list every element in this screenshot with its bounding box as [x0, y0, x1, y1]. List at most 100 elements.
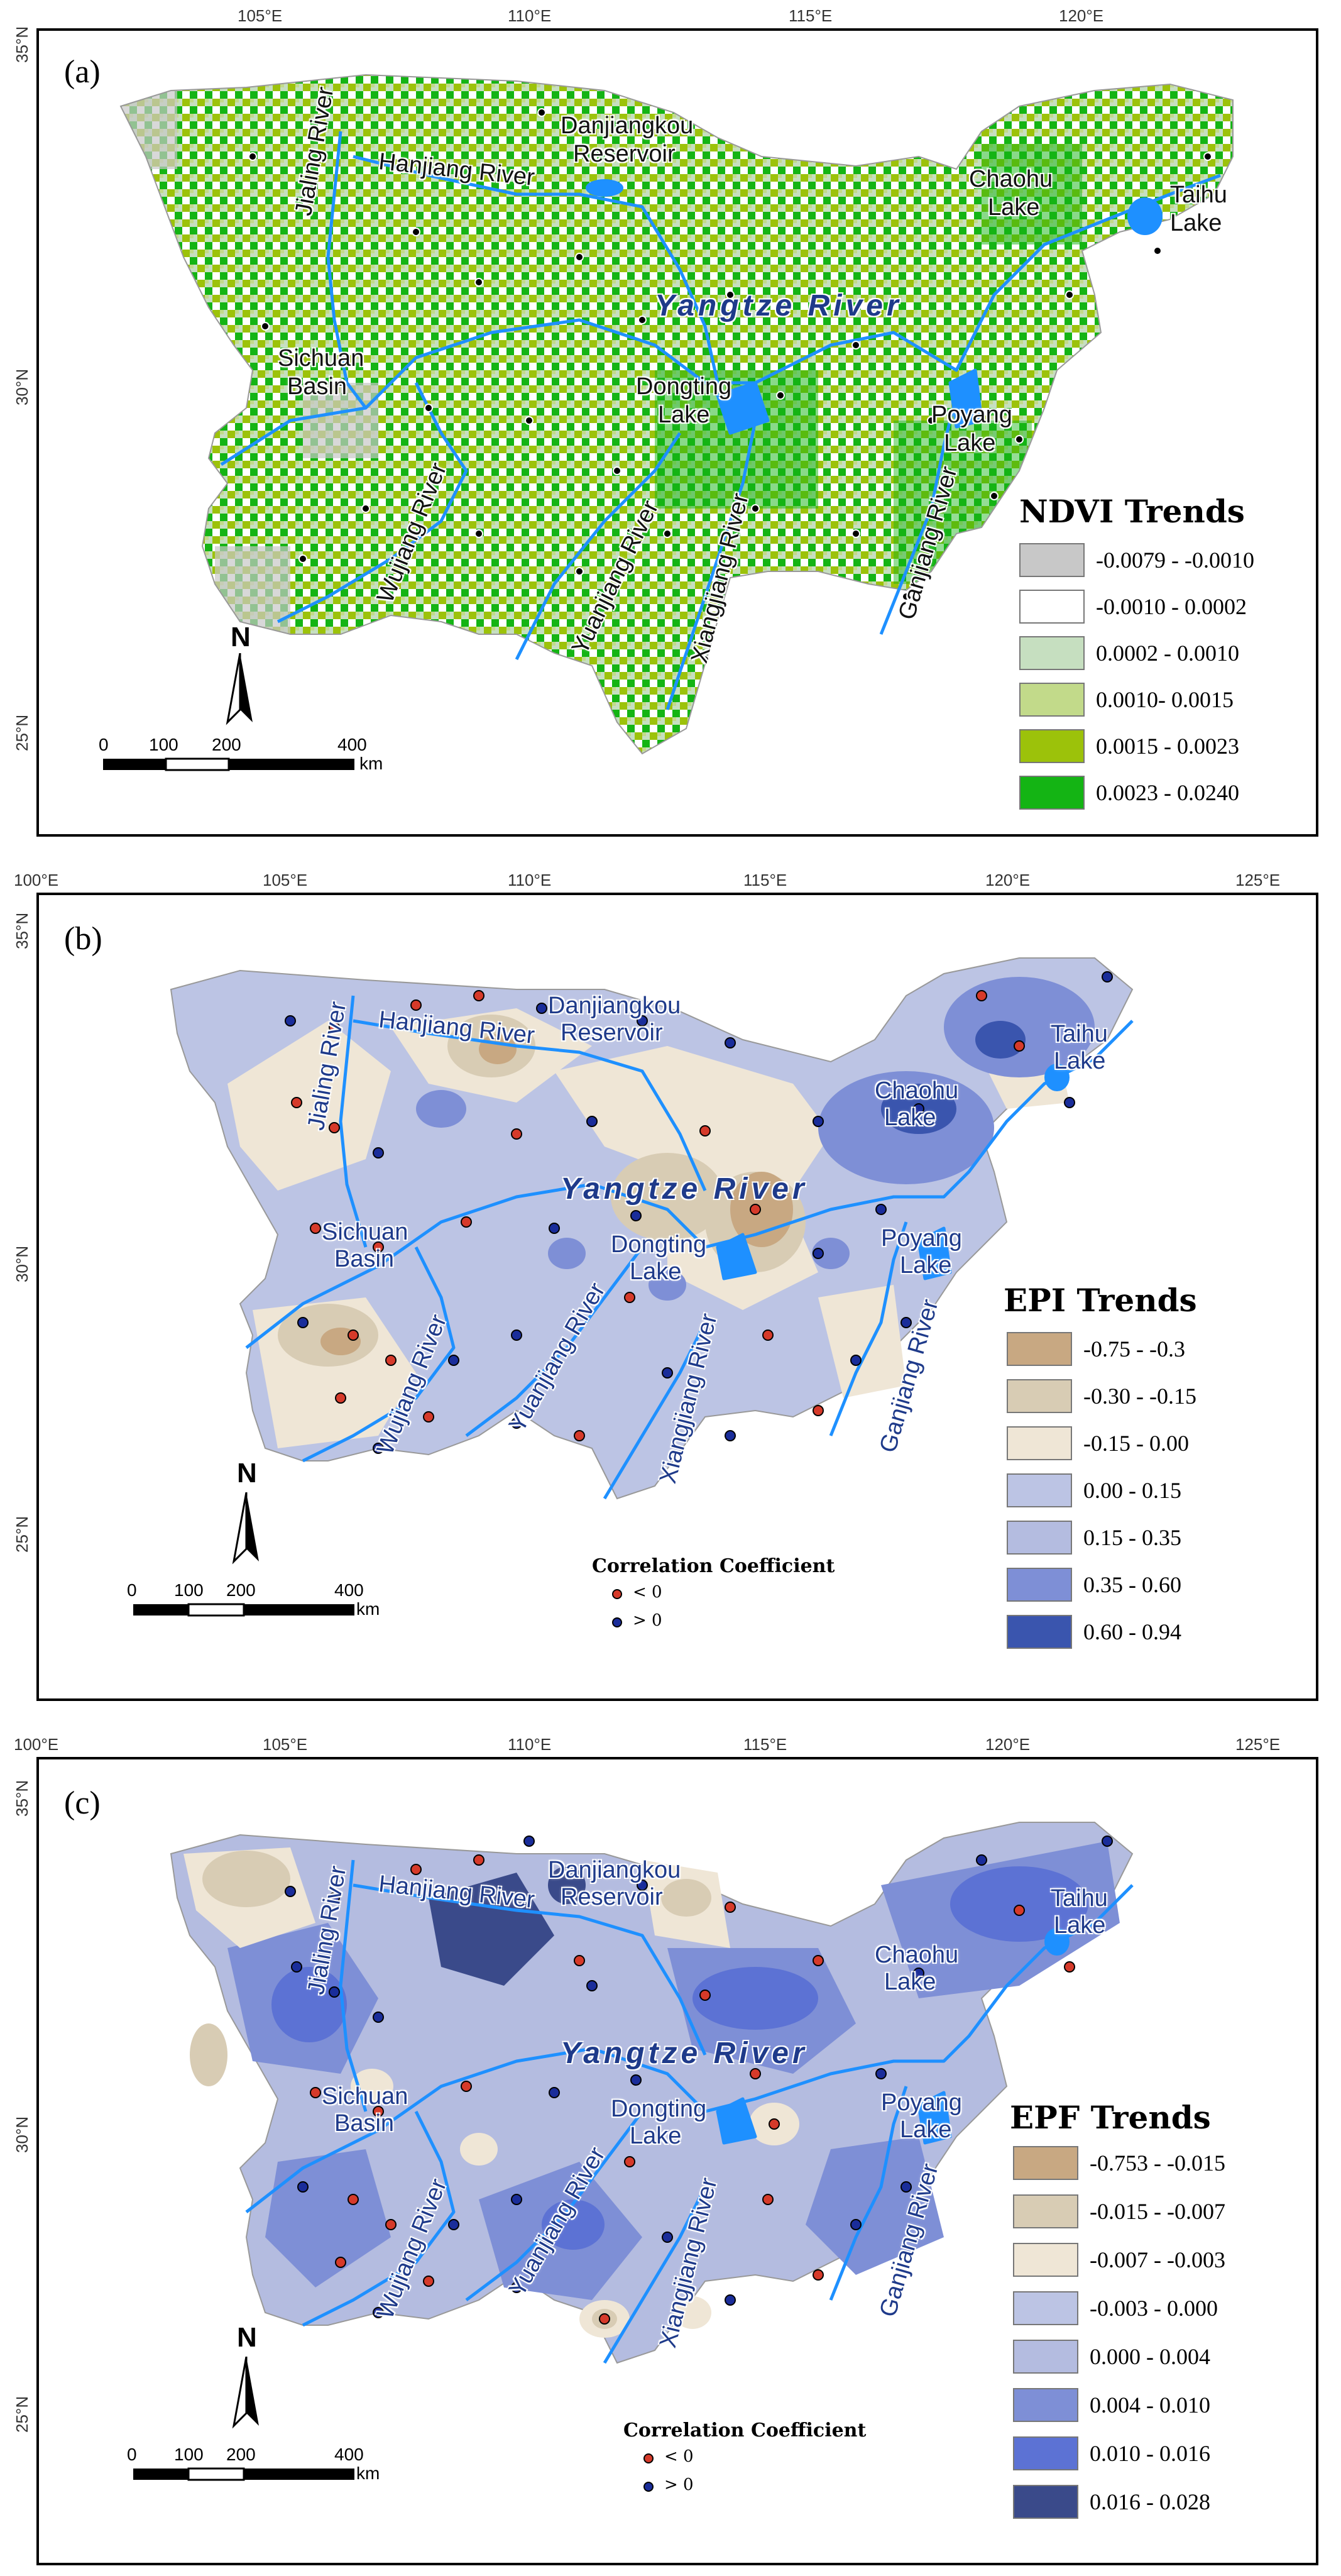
label-danjiangkou-2-c: Reservoir: [561, 1884, 663, 1910]
legend-swatch: [1007, 1521, 1072, 1555]
legend-swatch: [1007, 1568, 1072, 1602]
poyang-lake-shape: [948, 368, 983, 429]
lon-tick-b-2: 110°E: [508, 871, 552, 889]
label-chaohu-2: Lake: [988, 194, 1040, 221]
panel-a: (a): [36, 28, 1318, 837]
rivers-b: [245, 995, 1134, 1500]
legend-swatch: [1013, 2194, 1078, 2228]
north-arrow-b: [232, 1492, 259, 1565]
legend-swatch: [1019, 729, 1085, 763]
label-poyang-2-b: Lake: [900, 1252, 952, 1279]
lon-tick-b-5: 125°E: [1235, 871, 1281, 889]
label-sichuan-2-b: Basin: [334, 1246, 395, 1272]
epf-tan-zones: [190, 1851, 711, 2329]
legend-title-a: NDVI Trends: [1019, 493, 1245, 530]
correlation-title-c: Correlation Coefficient: [623, 2419, 867, 2441]
legend-label: -0.0010 - 0.0002: [1096, 594, 1247, 619]
lon-tick-b-1: 105°E: [263, 871, 308, 889]
legend-label: -0.003 - 0.000: [1090, 2296, 1218, 2321]
scale-label-200-b: 200: [226, 1580, 256, 1600]
label-poyang-2-c: Lake: [900, 2116, 952, 2143]
epf-region: [170, 1822, 1134, 2364]
wujiang-river-line: [276, 382, 468, 624]
lon-tick-c-2: 110°E: [508, 1735, 552, 1754]
legend-label: 0.016 - 0.028: [1090, 2489, 1210, 2514]
legend-label: -0.75 - -0.3: [1083, 1336, 1185, 1362]
lon-tick-c-0: 100°E: [14, 1735, 59, 1754]
scale-label-100-a: 100: [149, 735, 178, 754]
lat-tick-b-2: 25°N: [13, 1516, 31, 1553]
label-taihu-1-c: Taihu: [1051, 1885, 1108, 1912]
lon-tick-a-1: 110°E: [508, 6, 552, 25]
legend-label: 0.000 - 0.004: [1090, 2344, 1210, 2369]
legend-swatch: [1007, 1332, 1072, 1366]
legend-swatch: [1019, 776, 1085, 810]
label-danjiangkou-1: Danjiangkou: [561, 113, 694, 139]
legend-label: -0.007 - -0.003: [1090, 2247, 1225, 2272]
danjiangkou-reservoir-shape: [586, 179, 623, 197]
legend-label: -0.15 - 0.00: [1083, 1431, 1189, 1456]
legend-label: 0.0002 - 0.0010: [1096, 641, 1239, 666]
lat-tick-a-1: 30°N: [13, 368, 31, 405]
scale-unit-b: km: [356, 1599, 380, 1619]
scale-bar-c: [133, 2467, 354, 2481]
label-danjiangkou-1-c: Danjiangkou: [548, 1857, 681, 1883]
label-poyang-1: Poyang: [931, 402, 1012, 428]
ganjiang-river-line: [879, 395, 958, 635]
legend-swatch: [1013, 2436, 1078, 2470]
panel-label-a: (a): [64, 54, 101, 90]
map-epi: [170, 957, 1134, 1500]
label-sichuan-2: Basin: [287, 373, 348, 400]
legend-label: 0.0010- 0.0015: [1096, 687, 1234, 712]
legend-swatch: [1013, 2243, 1078, 2277]
correlation-neg-c: < 0: [664, 2447, 694, 2466]
label-poyang-1-b: Poyang: [881, 1225, 962, 1252]
legend-label: 0.15 - 0.35: [1083, 1525, 1181, 1550]
legend-label: 0.00 - 0.15: [1083, 1478, 1181, 1503]
lon-tick-b-3: 115°E: [743, 871, 787, 889]
legend-swatch: [1019, 590, 1085, 624]
legend-label: 0.004 - 0.010: [1090, 2392, 1210, 2418]
hanjiang-river-line: [353, 155, 720, 383]
label-dongting-1-c: Dongting: [611, 2096, 707, 2122]
label-dongting-1: Dongting: [636, 373, 732, 400]
label-chaohu-1: Chaohu: [969, 166, 1053, 192]
panel-label-c: (c): [64, 1785, 101, 1821]
lat-tick-c-0: 35°N: [13, 1780, 31, 1817]
legend-title-c: EPF Trends: [1010, 2099, 1211, 2136]
label-taihu-2-c: Lake: [1054, 1912, 1106, 1939]
scale-label-400-b: 400: [334, 1580, 364, 1600]
legend-swatch: [1007, 1615, 1072, 1649]
stations-c: [285, 1836, 1113, 2325]
label-sichuan-1-c: Sichuan: [322, 2083, 408, 2110]
legend-label: 0.0023 - 0.0240: [1096, 780, 1239, 805]
scale-label-100-b: 100: [174, 1580, 204, 1600]
lon-tick-c-5: 125°E: [1235, 1735, 1281, 1754]
label-chaohu-2-c: Lake: [884, 1969, 936, 1995]
lat-tick-c-1: 30°N: [13, 2116, 31, 2153]
label-danjiangkou-2-b: Reservoir: [561, 1020, 663, 1046]
lat-tick-b-1: 30°N: [13, 1245, 31, 1282]
lat-tick-c-2: 25°N: [13, 2396, 31, 2433]
scale-unit-a: km: [359, 754, 383, 773]
lon-tick-a-3: 120°E: [1059, 6, 1104, 25]
north-label-b: N: [237, 1458, 257, 1489]
lon-tick-a-0: 105°E: [238, 6, 283, 25]
label-sichuan-2-c: Basin: [334, 2110, 395, 2137]
legend-title-b: EPI Trends: [1004, 1282, 1197, 1319]
label-dongting-1-b: Dongting: [611, 1231, 707, 1258]
legend-swatch: [1013, 2291, 1078, 2325]
xiangjiang-river-line: [665, 420, 757, 710]
legend-swatch: [1013, 2388, 1078, 2422]
lon-tick-c-1: 105°E: [263, 1735, 308, 1754]
panel-label-b: (b): [64, 921, 102, 957]
legend-label: 0.010 - 0.016: [1090, 2441, 1210, 2466]
north-label-a: N: [231, 622, 251, 652]
correlation-pos-c: > 0: [664, 2475, 694, 2494]
legend-label: -0.0079 - -0.0010: [1096, 548, 1254, 573]
corr-neg-dot-c: [643, 2453, 654, 2463]
label-chaohu-2-b: Lake: [884, 1104, 936, 1131]
dongting-lake-shape: [716, 381, 770, 435]
lat-tick-a-2: 25°N: [13, 714, 31, 751]
label-taihu-1-b: Taihu: [1051, 1021, 1108, 1047]
